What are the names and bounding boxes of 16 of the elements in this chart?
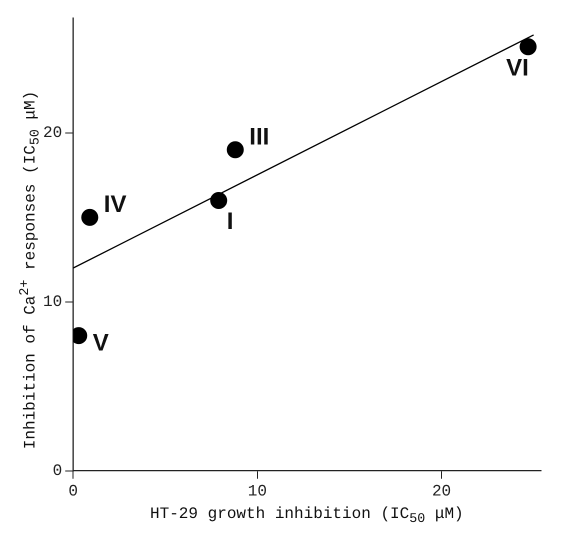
- annotation: I: [226, 208, 234, 236]
- point: [520, 38, 537, 56]
- x-tick-label: 10: [248, 482, 267, 501]
- y-tick-label: 10: [43, 293, 62, 312]
- annotation: VI: [506, 54, 529, 82]
- annotation: V: [92, 329, 109, 356]
- point: [210, 192, 228, 209]
- x-tick-label: 0: [68, 482, 78, 501]
- annotation: IV: [104, 190, 126, 218]
- x-axis-title: HT-29 growth inhibition (IC$_{50}$ μM): [150, 505, 464, 528]
- y-tick-label: 0: [52, 462, 62, 480]
- y-tick-label: 20: [43, 124, 62, 142]
- annotation: III: [249, 123, 270, 150]
- point: [81, 208, 98, 226]
- point: [226, 141, 244, 158]
- x-tick-label: 20: [432, 482, 452, 501]
